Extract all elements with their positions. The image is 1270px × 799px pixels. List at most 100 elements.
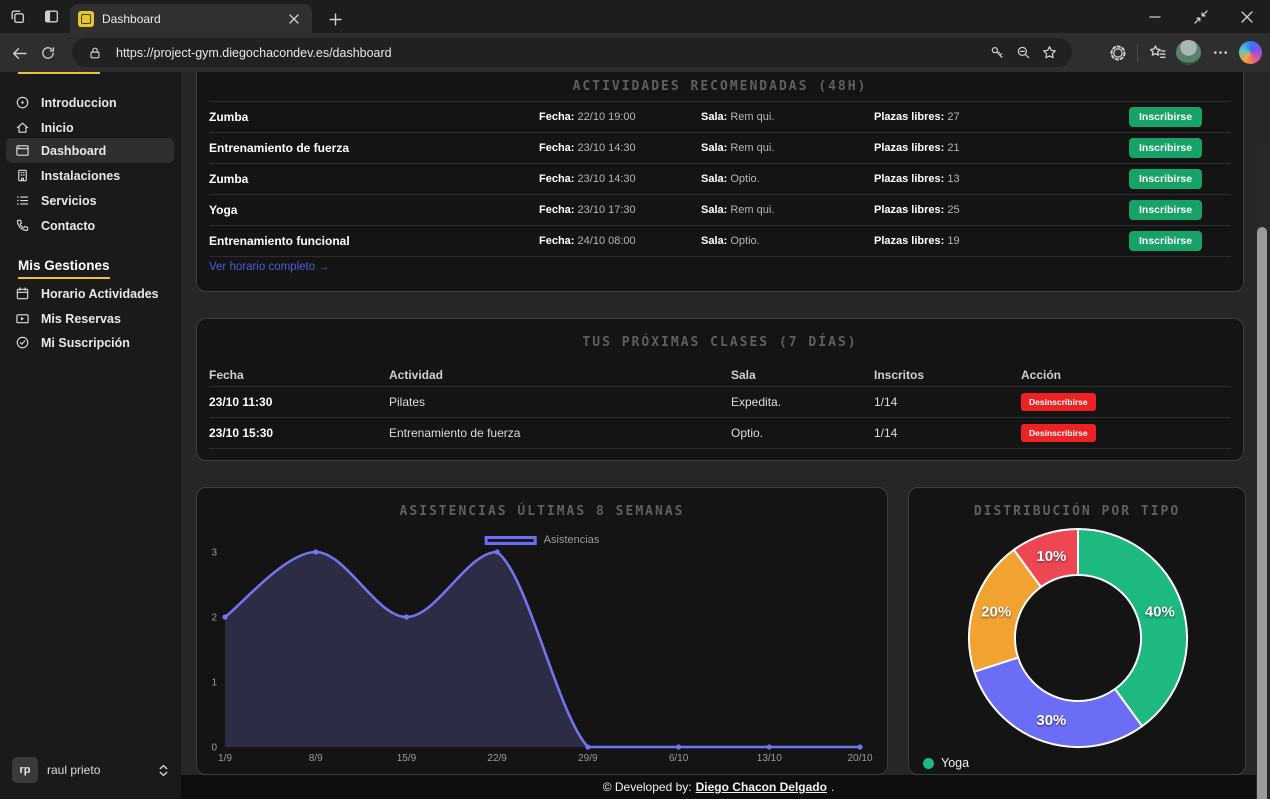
minimize-button[interactable] bbox=[1132, 0, 1178, 33]
desinscribirse-button[interactable]: Desinscribirse bbox=[1021, 393, 1096, 411]
browser-essentials-icon[interactable] bbox=[1105, 42, 1131, 64]
activity-sala: Sala: Optio. bbox=[701, 173, 760, 185]
sidebar-item-label: Dashboard bbox=[41, 143, 107, 158]
inscribirse-button[interactable]: Inscribirse bbox=[1129, 200, 1203, 220]
sidebar-item-horario-actividades[interactable]: Horario Actividades bbox=[6, 281, 174, 306]
tab-close-icon[interactable] bbox=[284, 9, 304, 29]
list-icon bbox=[15, 193, 30, 208]
sidebar-item-mi-suscripcion[interactable]: Mi Suscripción bbox=[6, 330, 174, 355]
legend-dot bbox=[923, 757, 934, 769]
sidebar-item-dashboard[interactable]: Dashboard bbox=[6, 138, 174, 163]
scrollbar-thumb[interactable] bbox=[1257, 227, 1267, 799]
info-circle-icon bbox=[15, 95, 30, 110]
password-key-icon[interactable] bbox=[984, 42, 1010, 64]
data-point bbox=[494, 549, 500, 555]
page-content: Introduccion Inicio Dashboard Instalacio… bbox=[0, 72, 1270, 799]
sidebar-item-label: Horario Actividades bbox=[41, 286, 159, 301]
donut-percent-label: 20% bbox=[981, 603, 1011, 620]
home-icon bbox=[15, 120, 30, 135]
sidebar-item-label: Contacto bbox=[41, 218, 96, 233]
sidebar-item-introduccion[interactable]: Introduccion bbox=[6, 90, 174, 115]
workspaces-icon[interactable] bbox=[8, 7, 27, 26]
page-scrollbar[interactable] bbox=[1256, 144, 1268, 799]
inscribirse-button[interactable]: Inscribirse bbox=[1129, 138, 1203, 158]
main-area: ACTIVIDADES RECOMENDADAS (48H) Zumba Fec… bbox=[181, 72, 1256, 799]
distribution-chart-card: DISTRIBUCIÓN POR TIPO 40% 30% 20% 10% Yoga bbox=[908, 487, 1246, 775]
site-favicon bbox=[78, 10, 94, 27]
profile-avatar[interactable] bbox=[1176, 40, 1201, 65]
sidebar: Introduccion Inicio Dashboard Instalacio… bbox=[0, 72, 181, 799]
activity-name: Yoga bbox=[209, 203, 238, 217]
author-link[interactable]: Diego Chacon Delgado bbox=[695, 780, 827, 794]
data-point bbox=[313, 549, 319, 555]
legend-label: Asistencias bbox=[543, 534, 600, 546]
favorite-star-icon[interactable] bbox=[1036, 42, 1062, 64]
check-circle-icon bbox=[15, 335, 30, 350]
sidebar-item-contacto[interactable]: Contacto bbox=[6, 213, 174, 238]
donut-percent-label: 30% bbox=[1036, 712, 1066, 729]
address-bar[interactable]: https://project-gym.diegochacondev.es/da… bbox=[72, 38, 1072, 67]
data-point bbox=[857, 744, 863, 750]
url-text[interactable]: https://project-gym.diegochacondev.es/da… bbox=[116, 45, 392, 60]
recommended-title: ACTIVIDADES RECOMENDADAS (48H) bbox=[572, 79, 868, 94]
browser-toolbar: https://project-gym.diegochacondev.es/da… bbox=[0, 33, 1270, 72]
sidebar-item-inicio[interactable]: Inicio bbox=[6, 115, 174, 140]
sidebar-item-label: Introduccion bbox=[41, 95, 117, 110]
activity-sala: Sala: Rem qui. bbox=[701, 204, 775, 216]
user-menu[interactable]: rp raul prieto bbox=[0, 756, 181, 784]
sidebar-item-servicios[interactable]: Servicios bbox=[6, 188, 174, 213]
vertical-tabs-icon[interactable] bbox=[42, 7, 61, 26]
copilot-icon[interactable] bbox=[1239, 41, 1262, 64]
sidebar-item-instalaciones[interactable]: Instalaciones bbox=[6, 163, 174, 188]
table-row: 23/10 15:30 Entrenamiento de fuerza Opti… bbox=[209, 418, 1231, 449]
toolbar-divider bbox=[1137, 43, 1138, 62]
recommended-rows: Zumba Fecha: 22/10 19:00 Sala: Rem qui. … bbox=[209, 101, 1231, 257]
column-header: Inscritos bbox=[874, 367, 925, 382]
settings-more-icon[interactable] bbox=[1207, 42, 1233, 64]
refresh-button[interactable] bbox=[39, 44, 57, 62]
activity-name: Entrenamiento de fuerza bbox=[209, 141, 350, 155]
table-row: Entrenamiento de fuerza Fecha: 23/10 14:… bbox=[209, 133, 1231, 164]
line-chart: 0 1 2 3 1/9 8/9 15/9 22/9 29/9 6/10 13/10 20/10 bbox=[211, 548, 873, 765]
inscribirse-button[interactable]: Inscribirse bbox=[1129, 169, 1203, 189]
close-window-button[interactable] bbox=[1224, 0, 1270, 33]
chart-legend: Asistencias bbox=[484, 534, 600, 546]
recommended-activities-card: ACTIVIDADES RECOMENDADAS (48H) Zumba Fec… bbox=[196, 72, 1244, 292]
class-sala: Expedita. bbox=[731, 395, 782, 409]
column-header: Sala bbox=[731, 367, 756, 382]
activity-plazas: Plazas libres: 25 bbox=[874, 204, 960, 216]
restore-window-button[interactable] bbox=[1178, 0, 1224, 33]
desinscribirse-button[interactable]: Desinscribirse bbox=[1021, 424, 1096, 442]
full-schedule-link[interactable]: Ver horario completo → bbox=[209, 261, 330, 273]
table-row: Yoga Fecha: 23/10 17:30 Sala: Rem qui. P… bbox=[209, 195, 1231, 226]
legend-swatch bbox=[484, 535, 537, 545]
inscribirse-button[interactable]: Inscribirse bbox=[1129, 107, 1203, 127]
attendance-chart-card: ASISTENCIAS ÚLTIMAS 8 SEMANAS Asistencia… bbox=[196, 487, 888, 775]
activity-sala: Sala: Rem qui. bbox=[701, 142, 775, 154]
class-sala: Optio. bbox=[731, 426, 764, 440]
table-row: Entrenamiento funcional Fecha: 24/10 08:… bbox=[209, 226, 1231, 257]
back-button[interactable] bbox=[10, 44, 28, 62]
page-footer: © Developed by: Diego Chacon Delgado . bbox=[181, 775, 1256, 799]
activity-plazas: Plazas libres: 27 bbox=[874, 111, 960, 123]
favorites-bar-icon[interactable] bbox=[1144, 42, 1170, 64]
dashboard-window-icon bbox=[15, 143, 30, 158]
data-point bbox=[403, 614, 410, 620]
x-axis-tick-label: 29/9 bbox=[578, 753, 598, 764]
new-tab-button[interactable] bbox=[325, 9, 345, 29]
distribution-chart-title: DISTRIBUCIÓN POR TIPO bbox=[973, 504, 1181, 519]
browser-tab-dashboard[interactable]: Dashboard bbox=[70, 4, 312, 33]
x-axis-tick-label: 15/9 bbox=[397, 753, 417, 764]
donut-slice bbox=[1077, 528, 1189, 728]
activity-plazas: Plazas libres: 21 bbox=[874, 142, 960, 154]
activity-name: Entrenamiento funcional bbox=[209, 234, 350, 248]
table-row: Zumba Fecha: 23/10 14:30 Sala: Optio. Pl… bbox=[209, 164, 1231, 195]
zoom-out-icon[interactable] bbox=[1010, 42, 1036, 64]
lock-icon[interactable] bbox=[82, 42, 108, 64]
activity-sala: Sala: Rem qui. bbox=[701, 111, 775, 123]
activity-fecha: Fecha: 22/10 19:00 bbox=[539, 111, 636, 123]
inscribirse-button[interactable]: Inscribirse bbox=[1129, 231, 1203, 251]
donut-percent-label: 10% bbox=[1036, 548, 1066, 565]
sidebar-item-mis-reservas[interactable]: Mis Reservas bbox=[6, 306, 174, 331]
